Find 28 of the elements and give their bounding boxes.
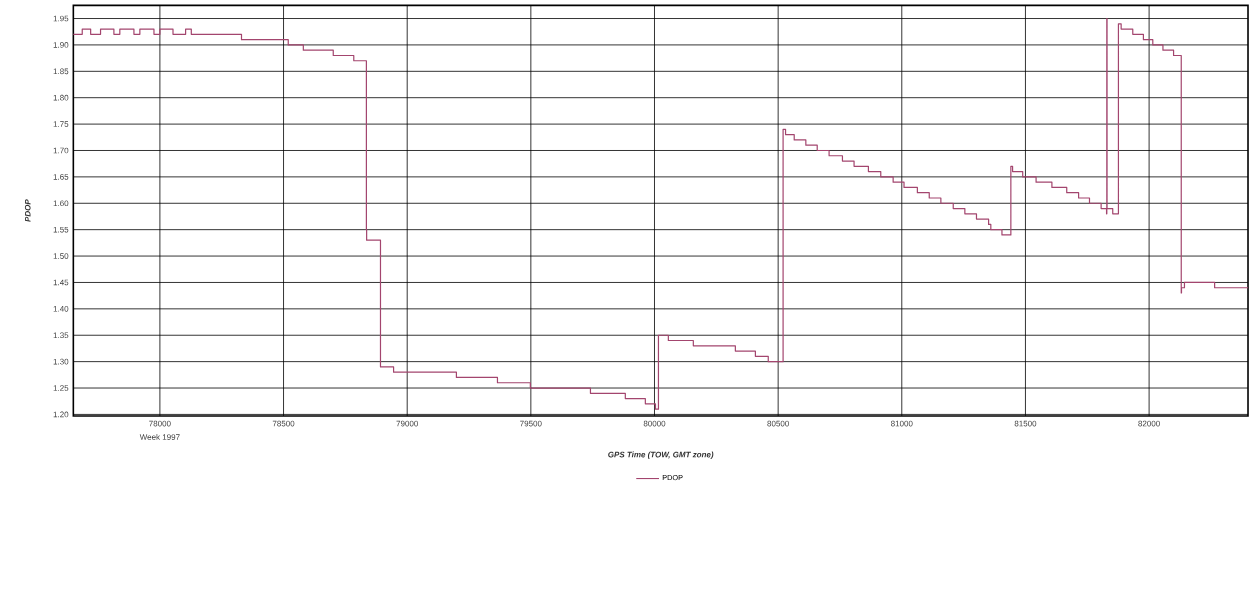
y-tick-label: 1.70: [53, 147, 69, 154]
y-tick-label: 1.65: [53, 174, 69, 180]
y-tick-label: 1.50: [53, 253, 69, 259]
y-tick-label: 1.80: [53, 94, 69, 101]
x-tick-label: 81500: [1014, 420, 1037, 427]
x-tick-label: 78500: [272, 420, 295, 427]
x-tick-label: 80000: [643, 420, 666, 427]
y-tick-label: 1.20: [53, 411, 69, 418]
y-tick-label: 1.30: [53, 358, 69, 365]
text: Week 1997: [139, 434, 180, 440]
x-tick-label: 80500: [767, 420, 789, 427]
y-tick-label: 1.85: [53, 68, 69, 75]
y-tick-label: 1.40: [53, 306, 69, 312]
y-tick-label: 1.90: [53, 42, 69, 48]
y-tick-label: 1.45: [53, 279, 69, 286]
y-tick-label: 1.25: [53, 385, 69, 391]
y-axis-title: PDOP: [24, 199, 31, 222]
y-tick-label: 1.35: [53, 332, 69, 339]
x-tick-label: 82000: [1138, 420, 1160, 427]
x-tick-label: 81000: [891, 420, 913, 427]
x-axis-title: GPS Time (TOW, GMT zone): [608, 451, 714, 459]
y-tick-label: 1.95: [53, 15, 69, 22]
x-tick-label: 78000: [149, 420, 171, 427]
y-tick-label: 1.60: [53, 200, 69, 207]
x-tick-label: 79500: [520, 420, 542, 427]
y-tick-label: 1.75: [53, 121, 69, 127]
x-tick-label: 79000: [396, 420, 418, 427]
y-tick-label: 1.55: [53, 226, 69, 233]
